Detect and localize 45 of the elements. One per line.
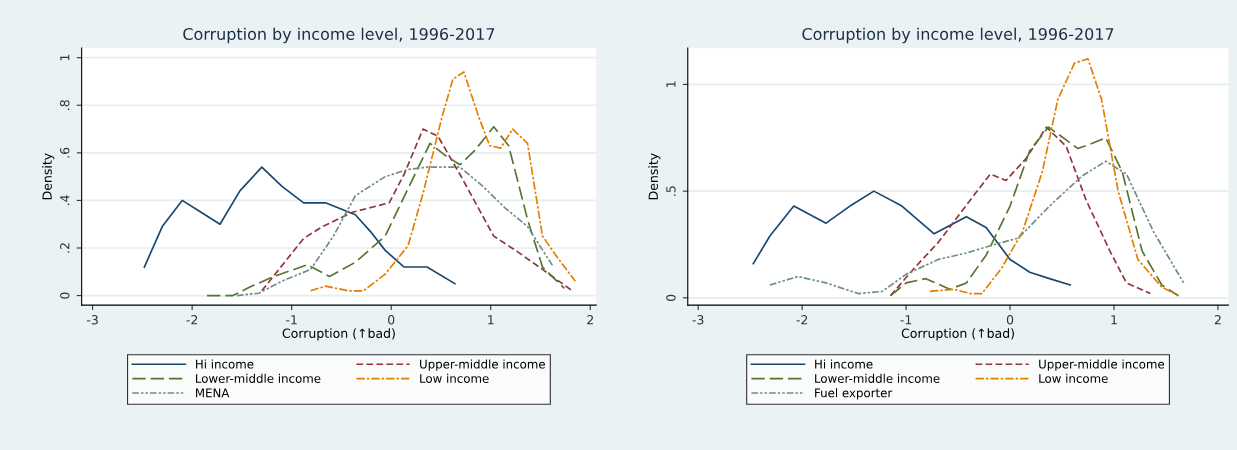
y-tick-label: 0 xyxy=(60,292,70,299)
line-series xyxy=(236,166,555,297)
line-series xyxy=(143,166,456,285)
y-tick-label: .8 xyxy=(60,100,70,110)
y-tick-label: .6 xyxy=(60,147,70,158)
y-tick-label: 1 xyxy=(60,54,70,61)
x-tick-label: -1 xyxy=(900,315,912,325)
y-tick-label: .2 xyxy=(60,243,70,253)
x-tick-label: -3 xyxy=(86,315,98,325)
line-series xyxy=(206,125,566,297)
x-tick-label: -2 xyxy=(796,315,808,325)
legend-label: Fuel exporter xyxy=(815,388,893,400)
y-tick-label: 1 xyxy=(666,81,676,88)
x-tick-label: 1 xyxy=(488,315,494,325)
x-tick-label: -3 xyxy=(692,315,704,325)
line-series xyxy=(929,57,1180,297)
x-tick-label: 1 xyxy=(1111,315,1117,325)
x-axis-title: Corruption (↑bad) xyxy=(901,328,1014,341)
line-series xyxy=(752,190,1072,286)
legend-label: Hi income xyxy=(815,359,873,369)
chart-title: Corruption by income level, 1996-2017 xyxy=(183,27,495,44)
y-tick-label: .4 xyxy=(60,195,70,206)
x-tick-label: 2 xyxy=(1214,315,1221,325)
y-axis-title: Density xyxy=(42,153,55,200)
x-tick-label: 0 xyxy=(1006,315,1014,325)
line-series xyxy=(769,160,1185,295)
x-axis-title: Corruption (↑bad) xyxy=(282,328,395,341)
legend-label: Low income xyxy=(1039,373,1108,383)
line-series xyxy=(260,128,574,292)
legend-label: Upper-middle income xyxy=(1039,359,1165,371)
x-tick-label: -2 xyxy=(186,315,198,325)
legend-label: Lower-middle income xyxy=(815,373,940,383)
legend-label: Lower-middle income xyxy=(196,373,321,383)
x-tick-label: -1 xyxy=(286,315,297,325)
legend-label: Hi income xyxy=(196,359,254,369)
x-tick-label: 2 xyxy=(587,315,593,325)
x-tick-label: 0 xyxy=(388,315,395,325)
legend-label: MENA xyxy=(196,388,230,398)
chart-title: Corruption by income level, 1996-2017 xyxy=(802,27,1114,44)
legend-label: Low income xyxy=(420,373,489,383)
y-tick-label: 0 xyxy=(666,294,676,301)
y-tick-label: .5 xyxy=(666,186,676,196)
y-axis-title: Density xyxy=(648,153,661,200)
legend-label: Upper-middle income xyxy=(420,359,545,371)
line-series xyxy=(309,71,577,292)
